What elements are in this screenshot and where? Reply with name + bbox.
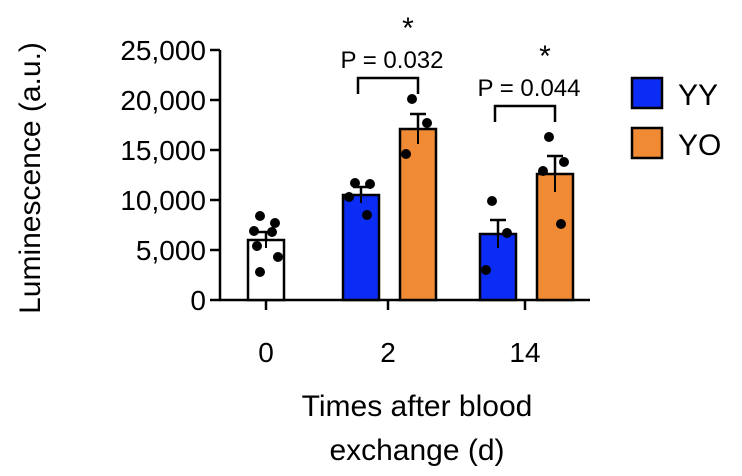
legend-label-YY: YY: [678, 79, 718, 112]
data-point: [249, 226, 259, 236]
y-axis-title: Luminescence (a.u.): [14, 42, 47, 314]
data-point: [502, 228, 512, 238]
data-point: [255, 211, 265, 221]
significance-bracket: [356, 76, 420, 94]
data-point: [559, 157, 569, 167]
data-point: [344, 192, 354, 202]
y-tick-label: 25,000: [120, 35, 206, 66]
x-tick-label: 0: [258, 337, 274, 368]
data-point: [362, 210, 372, 220]
data-point: [252, 241, 262, 251]
data-point: [270, 218, 280, 228]
p-value-label: P = 0.032: [341, 47, 444, 74]
bar-YY-day-2: [341, 193, 381, 302]
x-tick-label: 2: [380, 337, 396, 368]
y-tick-label: 5,000: [136, 235, 206, 266]
y-tick-label: 0: [190, 285, 206, 316]
data-point: [267, 227, 277, 237]
data-point: [422, 118, 432, 128]
data-point: [481, 265, 491, 275]
data-point: [538, 166, 548, 176]
bars: [246, 94, 575, 302]
p-value-label: P = 0.044: [478, 75, 581, 102]
data-point: [401, 149, 411, 159]
legend: YY YO: [630, 76, 721, 162]
significance-annotations: P = 0.032*P = 0.044*: [341, 12, 581, 122]
significance-star: *: [402, 12, 414, 45]
data-point: [556, 219, 566, 229]
y-axis: 0 5,000 10,000 15,000 20,000 25,000: [120, 35, 222, 316]
data-point: [544, 132, 554, 142]
data-point: [273, 252, 283, 262]
x-tick-label: 14: [509, 337, 540, 368]
y-tick-label: 15,000: [120, 135, 206, 166]
data-point: [350, 178, 360, 188]
x-axis: 0 2 14: [219, 298, 590, 368]
y-tick-label: 20,000: [120, 85, 206, 116]
data-point: [487, 196, 497, 206]
bar-YO-day-14: [535, 172, 575, 302]
data-point: [407, 94, 417, 104]
significance-star: *: [539, 40, 551, 73]
x-axis-title-line-1: Times after blood: [302, 390, 533, 423]
data-point: [365, 179, 375, 189]
legend-label-YO: YO: [678, 129, 721, 162]
legend-swatch-YY: [630, 76, 664, 110]
legend-swatch-YO: [630, 126, 664, 160]
y-tick-label: 10,000: [120, 185, 206, 216]
significance-bracket: [493, 104, 557, 122]
data-point: [255, 267, 265, 277]
x-axis-title-line-2: exchange (d): [329, 434, 504, 467]
